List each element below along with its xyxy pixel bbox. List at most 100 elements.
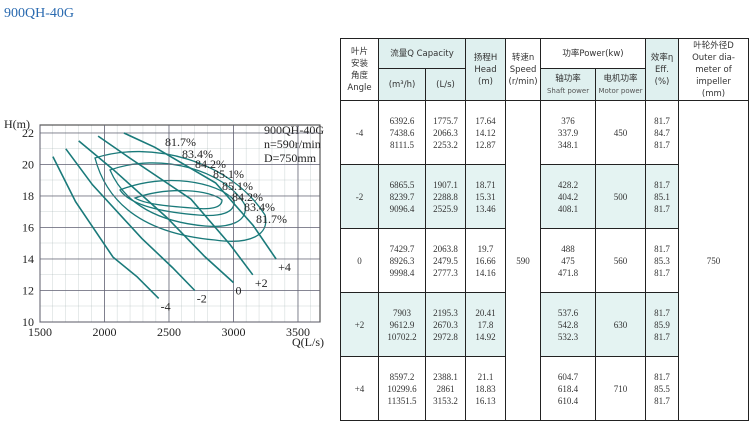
header-head-text: 扬程H bbox=[473, 52, 498, 63]
curve-label: -2 bbox=[197, 292, 207, 306]
header-ls-text: (L/s) bbox=[436, 79, 455, 90]
cell-ls: 2388.1 2861 3153.2 bbox=[424, 356, 467, 421]
cell-eff-text: 81.7 bbox=[654, 267, 670, 278]
cell-m3h: 7903 9612.9 10702.2 bbox=[378, 292, 426, 357]
header-speed-text: 转速n bbox=[511, 52, 535, 63]
cell-eff-text: 81.7 bbox=[654, 139, 670, 150]
cell-head-text: 12.87 bbox=[475, 139, 496, 150]
cell-shaft-text: 471.8 bbox=[557, 267, 579, 278]
cell-ls-text: 3153.2 bbox=[433, 395, 458, 406]
cell-ls-text: 2861 bbox=[436, 383, 455, 394]
cell-m3h-text: 10299.6 bbox=[387, 383, 417, 394]
x-tick-label: 2500 bbox=[157, 325, 181, 339]
cell-motor-text: 710 bbox=[613, 383, 628, 394]
cell-m3h: 6392.6 7438.6 8111.5 bbox=[378, 100, 426, 165]
efficiency-label: 84.2% bbox=[195, 157, 226, 171]
cell-m3h-text: 11351.5 bbox=[387, 395, 417, 406]
plot-frame bbox=[39, 124, 321, 323]
cell-eff-text: 81.7 bbox=[654, 203, 670, 214]
cell-ls-text: 2525.9 bbox=[433, 203, 458, 214]
header-motor: 电机功率 Motor power bbox=[595, 68, 647, 101]
head-curve bbox=[123, 132, 277, 260]
cell-m3h-text: 7438.6 bbox=[389, 127, 415, 138]
cell-eff-text: 81.7 bbox=[654, 395, 670, 406]
cell-angle-text: 0 bbox=[357, 255, 362, 266]
header-ls: (L/s) bbox=[424, 68, 467, 101]
cell-shaft-text: 348.1 bbox=[557, 139, 579, 150]
cell-m3h-text: 8597.2 bbox=[389, 371, 415, 382]
cell-angle-text: -2 bbox=[355, 191, 364, 202]
cell-diameter-text: 750 bbox=[706, 255, 721, 266]
cell-shaft-text: 604.7 bbox=[557, 371, 579, 382]
cell-shaft: 428.2 404.2 408.1 bbox=[540, 164, 597, 229]
cell-m3h-text: 9612.9 bbox=[389, 319, 415, 330]
contour-83-4 bbox=[109, 162, 246, 228]
efficiency-contours bbox=[94, 150, 267, 242]
cell-angle-text: -4 bbox=[355, 127, 364, 138]
curve-label: 0 bbox=[236, 284, 242, 298]
header-head: 扬程H Head (m) bbox=[465, 38, 507, 101]
cell-eff-text: 81.7 bbox=[654, 331, 670, 342]
y-tick-label: 20 bbox=[22, 158, 34, 172]
cell-eff: 81.7 85.1 81.7 bbox=[645, 164, 680, 229]
cell-eff: 81.7 85.9 81.7 bbox=[645, 292, 680, 357]
cell-head: 19.7 16.66 14.16 bbox=[465, 228, 507, 293]
cell-shaft-text: 532.3 bbox=[557, 331, 579, 342]
cell-motor: 500 bbox=[595, 164, 647, 229]
cell-diameter: 750 bbox=[678, 100, 750, 421]
cell-ls-text: 2066.3 bbox=[433, 127, 458, 138]
cell-ls: 1907.1 2288.8 2525.9 bbox=[424, 164, 467, 229]
cell-ls-text: 1907.1 bbox=[433, 179, 458, 190]
info-line: 900QH-40G bbox=[264, 123, 324, 137]
cell-m3h-text: 8111.5 bbox=[389, 139, 415, 150]
cell-ls-text: 2388.1 bbox=[433, 371, 458, 382]
x-tick-label: 1500 bbox=[28, 325, 52, 339]
header-shaft-text: 轴功率 bbox=[555, 73, 581, 84]
header-m3h-text: (m³/h) bbox=[388, 79, 416, 90]
header-shaft-text: Shaft power bbox=[546, 86, 590, 95]
header-angle-text: 安装 bbox=[350, 58, 368, 69]
cell-eff-text: 85.9 bbox=[654, 319, 670, 330]
cell-head: 18.71 15.31 13.46 bbox=[465, 164, 507, 229]
cell-ls-text: 2479.5 bbox=[433, 255, 458, 266]
cell-eff: 81.7 85.3 81.7 bbox=[645, 228, 680, 293]
header-motor-text: 电机功率 bbox=[603, 73, 638, 84]
x-tick-label: 3000 bbox=[222, 325, 246, 339]
cell-m3h-text: 7429.7 bbox=[389, 243, 415, 254]
header-power-text: 功率Power(kw) bbox=[562, 48, 624, 59]
cell-head-text: 14.16 bbox=[475, 267, 496, 278]
curve-label: -4 bbox=[161, 299, 171, 313]
cell-m3h-text: 9096.4 bbox=[389, 203, 415, 214]
x-axis-label: Q(L/s) bbox=[292, 335, 324, 349]
header-angle-text: 叶片 bbox=[350, 46, 368, 57]
cell-motor: 450 bbox=[595, 100, 647, 165]
page-title: 900QH-40G bbox=[4, 6, 74, 21]
cell-m3h-text: 8239.7 bbox=[389, 191, 415, 202]
cell-m3h-text: 8926.3 bbox=[389, 255, 415, 266]
cell-ls: 2063.8 2479.5 2777.3 bbox=[424, 228, 467, 293]
cell-shaft-text: 610.4 bbox=[557, 395, 579, 406]
cell-ls-text: 1775.7 bbox=[433, 115, 458, 126]
cell-eff: 81.7 84.7 81.7 bbox=[645, 100, 680, 165]
header-capacity-text: 流量Q Capacity bbox=[390, 48, 454, 59]
header-diameter: 叶轮外径D Outer dia-meter of impeller (mm) bbox=[678, 38, 750, 101]
cell-motor: 710 bbox=[595, 356, 647, 421]
cell-m3h-text: 9998.4 bbox=[389, 267, 415, 278]
header-angle-text: 角度 bbox=[350, 70, 368, 81]
cell-head-text: 14.12 bbox=[475, 127, 496, 138]
header-motor-text: Motor power bbox=[598, 86, 643, 95]
cell-head-text: 14.92 bbox=[475, 331, 496, 342]
cell-head-text: 13.46 bbox=[475, 203, 496, 214]
efficiency-label: 85.1% bbox=[222, 179, 253, 193]
cell-eff-text: 85.3 bbox=[654, 255, 670, 266]
cell-eff-text: 81.7 bbox=[654, 243, 670, 254]
header-angle-text: Angle bbox=[347, 82, 372, 93]
cell-head-text: 19.7 bbox=[477, 243, 494, 254]
cell-shaft-text: 408.1 bbox=[557, 203, 579, 214]
efficiency-label: 83.4% bbox=[244, 200, 275, 214]
cell-shaft-text: 337.9 bbox=[557, 127, 579, 138]
cell-angle: -4 bbox=[340, 100, 379, 165]
contour-85-1 bbox=[133, 189, 223, 210]
efficiency-label: 83.4% bbox=[182, 147, 213, 161]
